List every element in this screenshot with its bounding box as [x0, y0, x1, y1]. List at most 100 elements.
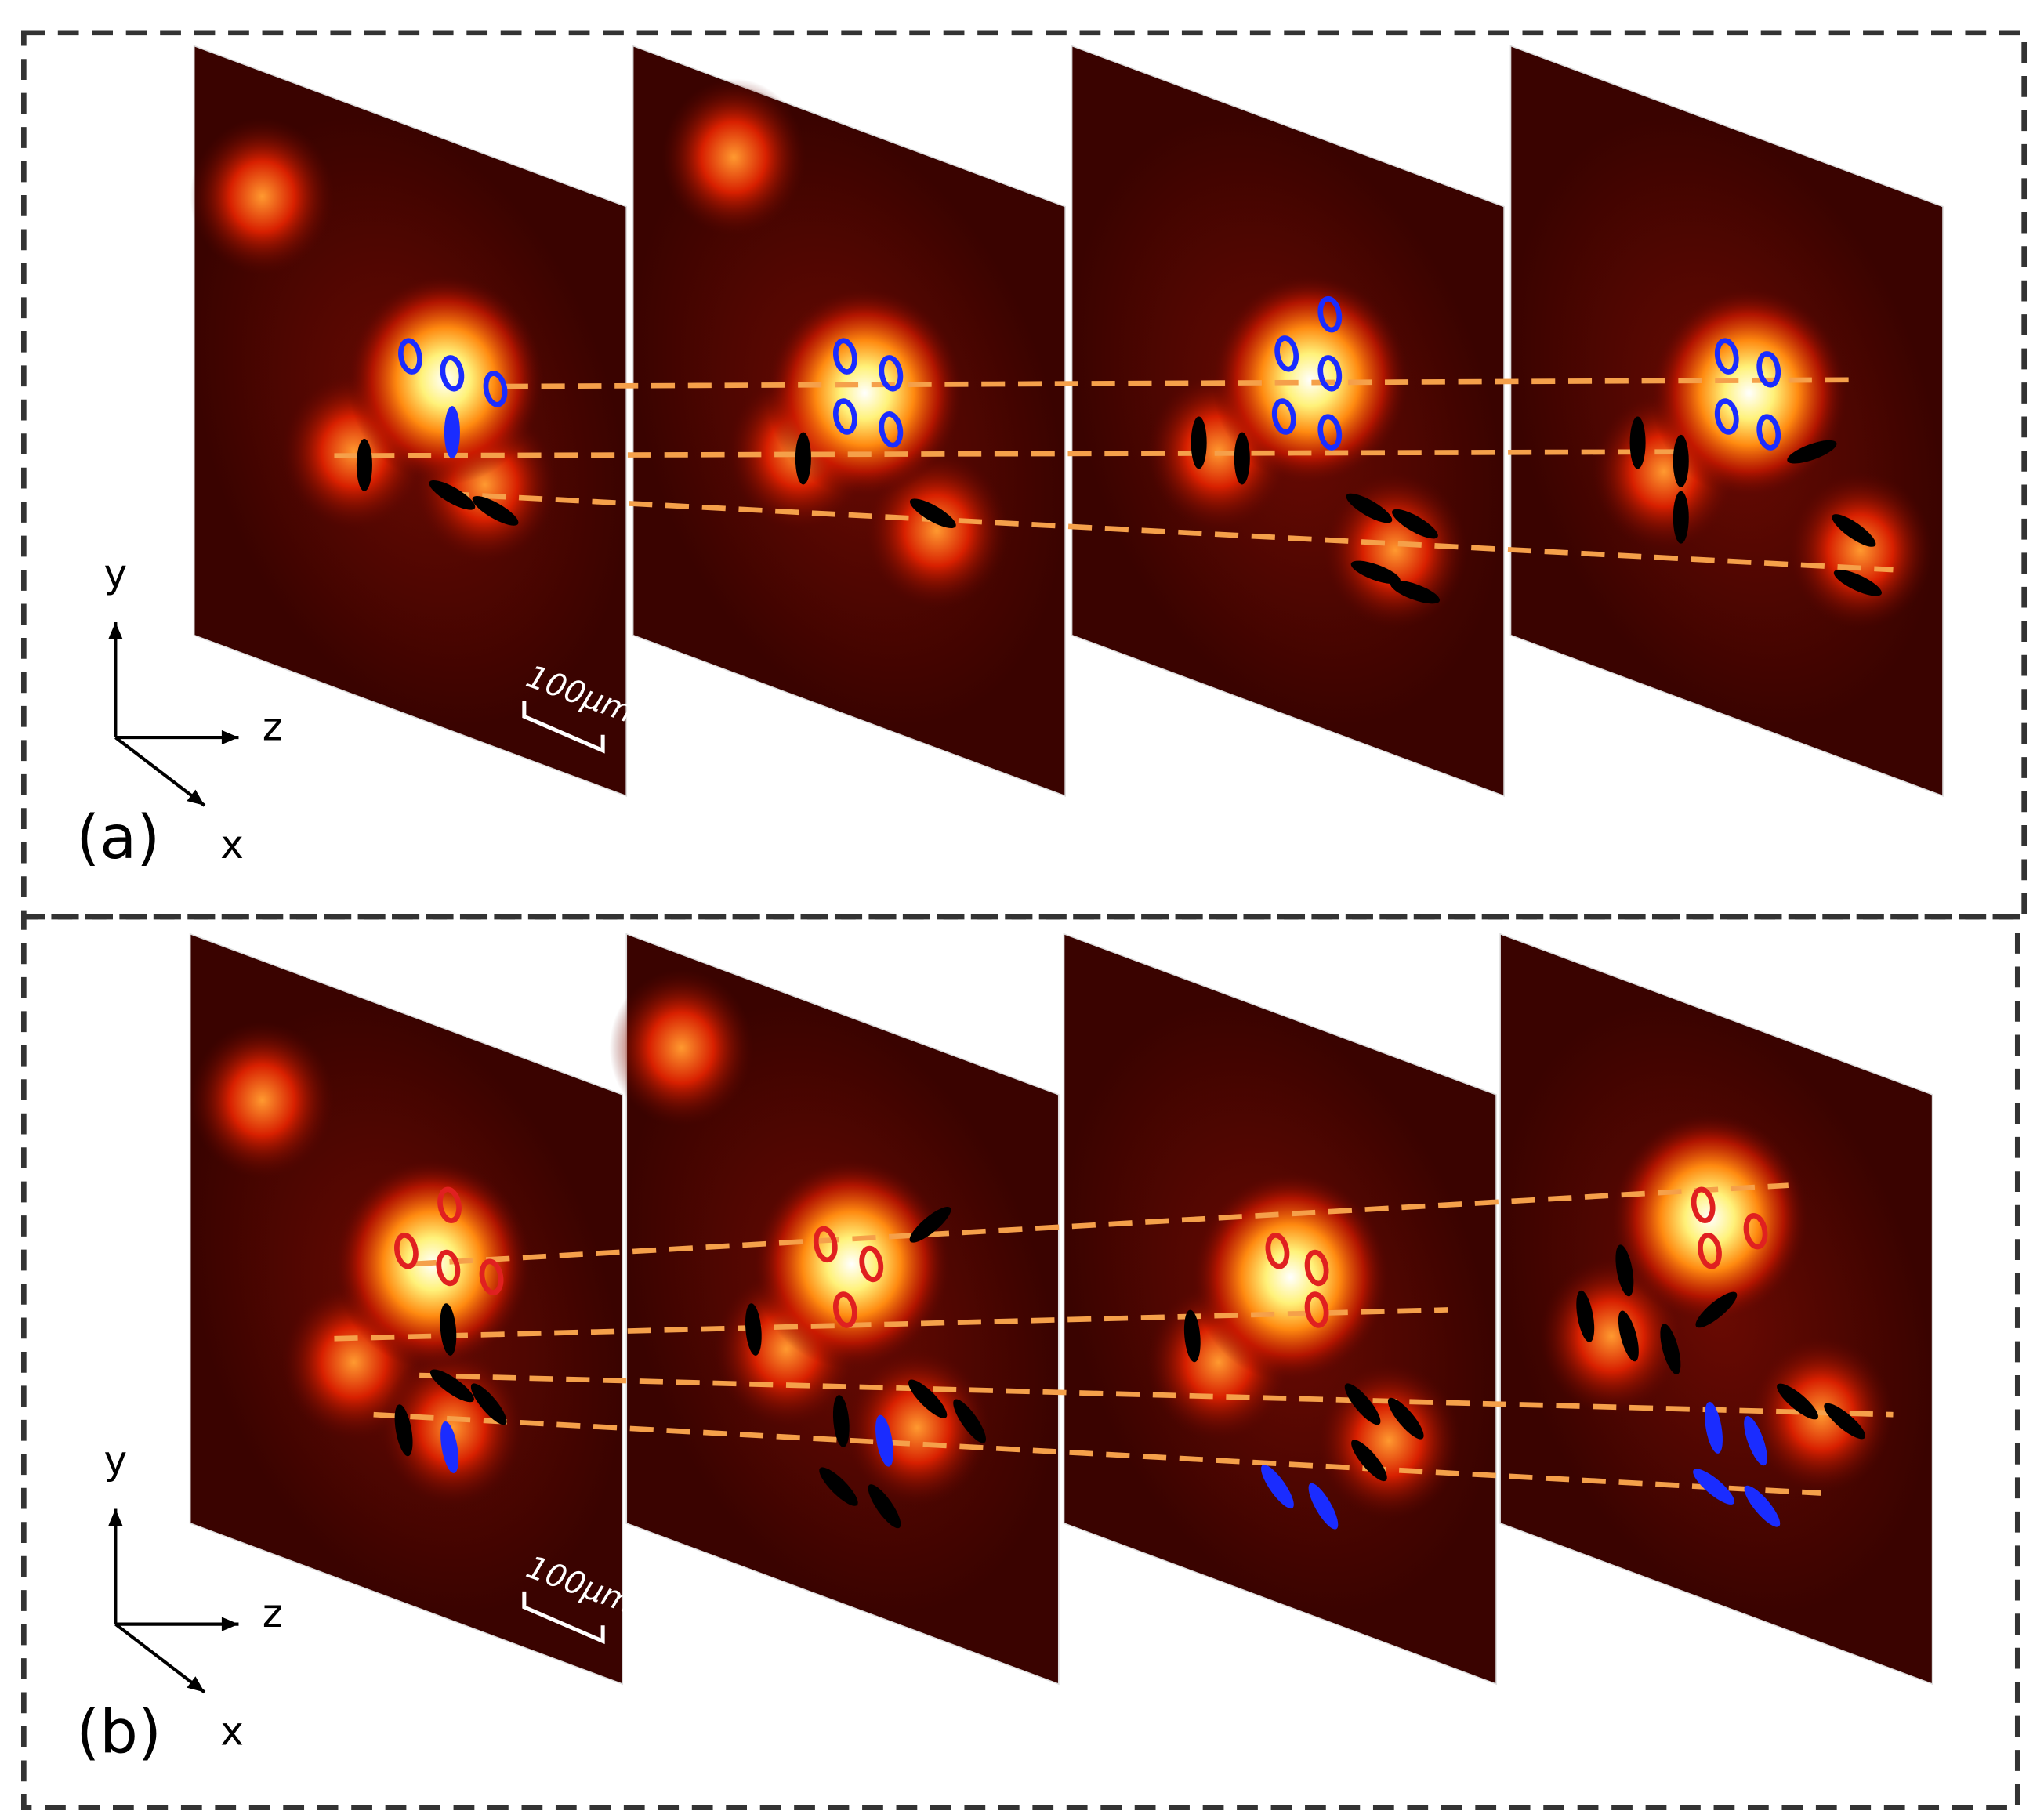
trajectory-line — [334, 1307, 1448, 1342]
polarization-ellipse — [1705, 1401, 1723, 1454]
polarization-ring — [1756, 414, 1781, 451]
intensity-spot — [190, 1021, 335, 1179]
polarization-ring — [859, 1245, 884, 1283]
polarization-ellipse — [444, 406, 460, 459]
intensity-spot — [379, 1349, 524, 1507]
polarization-ring — [398, 338, 422, 375]
polarization-ring — [1743, 1212, 1768, 1250]
trajectory-line — [419, 1372, 1894, 1418]
polarization-ellipse — [745, 1303, 762, 1356]
axis-arrowhead — [221, 1617, 239, 1631]
polarization-ellipse — [875, 1414, 893, 1467]
intensity-peak — [1192, 1172, 1390, 1382]
polarization-ellipse — [1824, 1403, 1866, 1440]
polarization-ellipse — [1392, 509, 1438, 539]
polarization-ring — [1304, 1291, 1329, 1328]
axis-arrow — [114, 1622, 206, 1694]
polarization-ellipse — [1183, 1309, 1201, 1363]
scale-bar — [522, 1591, 605, 1645]
polarization-ellipse — [1695, 1291, 1738, 1328]
panel-label: (b) — [76, 1697, 161, 1767]
trajectory-line — [445, 491, 1894, 573]
polarization-ellipse — [1191, 416, 1207, 469]
polarization-ring — [1691, 1186, 1716, 1223]
axis-label-x: x — [220, 1708, 244, 1754]
polarization-ellipse — [429, 1369, 474, 1403]
polarization-ellipse — [1744, 1416, 1767, 1466]
polarization-ellipse — [953, 1399, 987, 1443]
polarization-ellipse — [1673, 491, 1689, 544]
polarization-ring — [832, 1291, 857, 1328]
polarization-ellipse — [1629, 416, 1646, 469]
polarization-ring — [1304, 1249, 1329, 1287]
polarization-ellipse — [1618, 1310, 1639, 1362]
panel-frame — [20, 914, 2020, 1810]
scale-bar — [522, 701, 605, 754]
polarization-ellipse — [908, 1379, 948, 1418]
axis-arrowhead — [187, 789, 205, 806]
intensity-spot — [190, 118, 335, 276]
axis-arrowhead — [108, 1508, 123, 1526]
axis-label-x: x — [220, 821, 244, 867]
polarization-ellipse — [1615, 1244, 1634, 1297]
polarization-ring — [483, 371, 508, 407]
intensity-peak — [753, 1159, 951, 1369]
polarization-ring — [832, 338, 857, 375]
trajectory-line — [334, 449, 1677, 459]
polarization-ring — [436, 1249, 461, 1287]
polarization-ring — [1274, 335, 1299, 372]
polarization-ellipse — [1576, 1290, 1595, 1342]
polarization-ring — [879, 411, 904, 448]
polarization-ellipse — [472, 496, 519, 526]
polarization-ellipse — [1387, 1397, 1424, 1440]
polarization-ellipse — [1744, 1485, 1781, 1527]
axis-arrowhead — [187, 1676, 205, 1693]
axis-label-z: z — [263, 1590, 283, 1636]
polarization-ellipse — [909, 1207, 951, 1243]
polarization-ring — [440, 355, 465, 392]
trajectory-line — [412, 1182, 1789, 1267]
intensity-spot — [1323, 471, 1468, 629]
polarization-ellipse — [440, 1303, 457, 1356]
polarization-ring — [1317, 295, 1343, 333]
polarization-ring — [1698, 1233, 1722, 1269]
polarization-ellipse — [1261, 1465, 1294, 1509]
polarization-ring — [1714, 398, 1739, 435]
polarization-ellipse — [440, 1421, 459, 1473]
axis-arrow — [114, 736, 206, 807]
polarization-ellipse — [1308, 1483, 1339, 1530]
trajectory-line — [504, 377, 1861, 389]
polarization-ellipse — [1777, 1383, 1818, 1420]
panel-label: (a) — [76, 803, 160, 873]
polarization-ring — [437, 1186, 462, 1223]
intensity-peak — [766, 288, 963, 498]
polarization-ellipse — [1787, 440, 1837, 464]
polarization-ring — [813, 1226, 838, 1263]
polarization-ellipse — [1832, 514, 1876, 547]
polarization-ellipse — [1234, 432, 1250, 485]
polarization-ring — [1714, 338, 1739, 375]
polarization-ellipse — [1833, 570, 1882, 596]
polarization-ring — [1756, 351, 1781, 388]
intensity-spot — [609, 969, 754, 1127]
polarization-ring — [879, 355, 904, 392]
polarization-ellipse — [1673, 434, 1689, 487]
polarization-ellipse — [429, 480, 476, 510]
intensity-spot — [661, 78, 806, 236]
polarization-ellipse — [470, 1383, 507, 1425]
polarization-ring — [832, 398, 857, 435]
intensity-spot — [864, 451, 1009, 610]
polarization-ellipse — [1344, 1383, 1381, 1425]
polarization-ellipse — [832, 1395, 850, 1447]
polarization-ellipse — [868, 1484, 901, 1529]
polarization-ellipse — [1350, 560, 1401, 585]
polarization-ellipse — [795, 432, 811, 485]
trajectory-line — [373, 1411, 1821, 1496]
intensity-peak — [1651, 288, 1848, 498]
polarization-ring — [1265, 1233, 1290, 1269]
polarization-ellipse — [1660, 1324, 1681, 1375]
intensity-peak — [1212, 275, 1409, 485]
polarization-ring — [1317, 355, 1343, 392]
